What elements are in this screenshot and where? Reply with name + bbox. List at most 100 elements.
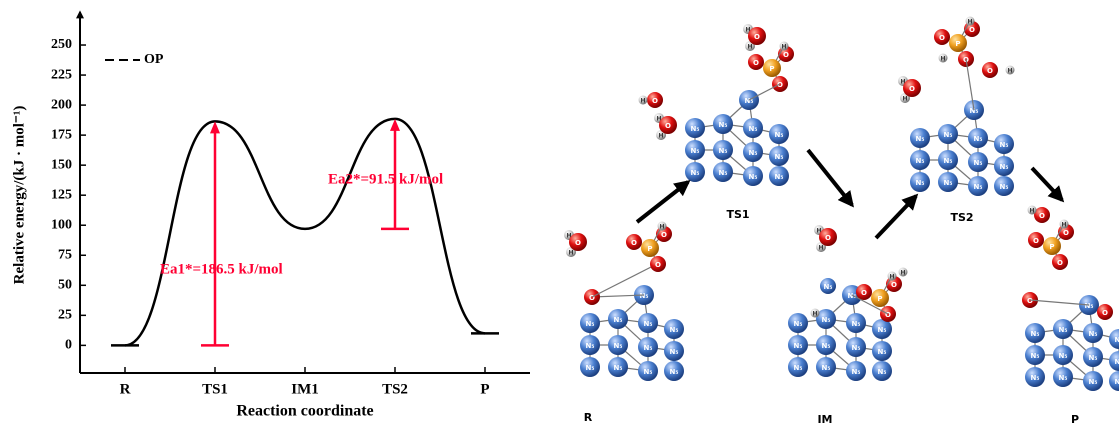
atom	[1083, 371, 1103, 391]
atom-label: N₅	[916, 179, 925, 187]
atom	[938, 124, 958, 144]
atom-label: O	[754, 33, 760, 41]
atom-label: N₅	[878, 368, 887, 376]
x-tick-label: TS2	[382, 381, 408, 397]
atom-label: O	[783, 51, 789, 59]
atom-label: H	[900, 79, 905, 86]
atom-label: N₅	[1031, 330, 1040, 338]
atom-label: H	[566, 233, 571, 240]
atom	[994, 176, 1014, 196]
atom	[1083, 347, 1103, 367]
atom-label: N₅	[974, 135, 983, 143]
atom	[816, 335, 836, 355]
atom	[846, 361, 866, 381]
atom-label: O	[885, 311, 891, 319]
x-tick-label: P	[480, 381, 489, 397]
atom	[1025, 367, 1045, 387]
atom-label: N₅	[719, 169, 728, 177]
atom-label: N₅	[775, 153, 784, 161]
atom	[713, 114, 733, 134]
atom-label: H	[640, 98, 645, 105]
bond	[965, 58, 975, 111]
atom	[638, 313, 658, 333]
atom-label: P	[877, 295, 882, 303]
atom	[1053, 367, 1073, 387]
atom-label: N₅	[794, 342, 803, 350]
atom	[779, 41, 789, 51]
atom-label: N₅	[1000, 141, 1009, 149]
atom	[898, 267, 908, 277]
atom-label: N₅	[691, 169, 700, 177]
atom-label: N₅	[775, 131, 784, 139]
atom	[713, 140, 733, 160]
atom-label: H	[967, 19, 972, 26]
atom-label: N₅	[974, 183, 983, 191]
atom-label: O	[1033, 237, 1039, 245]
atom-label: N₅	[974, 159, 983, 167]
atom	[769, 124, 789, 144]
atom-label: N₅	[749, 149, 758, 157]
atom-label: O	[665, 122, 671, 130]
atom-label: N₅	[944, 179, 953, 187]
atom-label: O	[939, 34, 945, 42]
atom-label: N₅	[586, 342, 595, 350]
atom	[910, 172, 930, 192]
arrow-head	[390, 118, 400, 131]
energy-curve	[124, 117, 486, 347]
atom	[1025, 345, 1045, 365]
atom	[743, 166, 763, 186]
structure-label: TS2	[950, 211, 973, 224]
atom-label: H	[659, 224, 664, 231]
atom-label: N₅	[824, 283, 833, 291]
y-tick-label: 100	[51, 217, 72, 232]
atom	[713, 162, 733, 182]
atom-label: H	[816, 228, 821, 235]
atom	[664, 319, 684, 339]
atom	[685, 162, 705, 182]
reaction-arrow	[635, 180, 691, 224]
atom-label: N₅	[719, 147, 728, 155]
atom	[846, 337, 866, 357]
y-tick-label: 250	[51, 37, 72, 52]
atom	[1043, 237, 1061, 255]
atom	[982, 62, 998, 78]
y-tick-label: 125	[51, 187, 72, 202]
reaction-arrow	[1030, 166, 1065, 203]
atom-label: N₅	[1085, 302, 1094, 310]
atom	[788, 313, 808, 333]
atom-label: O	[891, 281, 897, 289]
atom-label: N₅	[1059, 326, 1068, 334]
atom	[856, 284, 872, 300]
bond	[591, 264, 656, 298]
atom-label: O	[652, 97, 658, 105]
atom-label: N₅	[1089, 330, 1098, 338]
atom	[872, 341, 892, 361]
atom-label: N₅	[916, 135, 925, 143]
atom-label: H	[900, 270, 905, 277]
atom	[965, 16, 975, 26]
atom-label: N₅	[1059, 374, 1068, 382]
atom	[910, 128, 930, 148]
atom	[938, 53, 948, 63]
atom	[949, 34, 967, 52]
y-tick-label: 200	[51, 97, 72, 112]
atom-label: N₅	[745, 97, 754, 105]
atom-label: N₅	[852, 344, 861, 352]
atom-label: N₅	[794, 364, 803, 372]
atom-label: N₅	[719, 121, 728, 129]
structure-label: IM	[817, 413, 832, 426]
atom	[871, 289, 889, 307]
atom	[763, 59, 781, 77]
atom-label: N₅	[878, 348, 887, 356]
atom-label: O	[777, 81, 783, 89]
atom	[641, 239, 659, 257]
atom	[788, 357, 808, 377]
atom-label: N₅	[749, 173, 758, 181]
atom-label: N₅	[614, 316, 623, 324]
y-tick-label: 50	[58, 278, 72, 293]
atom-label: H	[940, 56, 945, 63]
atom-label: P	[955, 40, 960, 48]
atom-label: N₅	[794, 320, 803, 328]
atom-label: N₅	[1031, 374, 1040, 382]
